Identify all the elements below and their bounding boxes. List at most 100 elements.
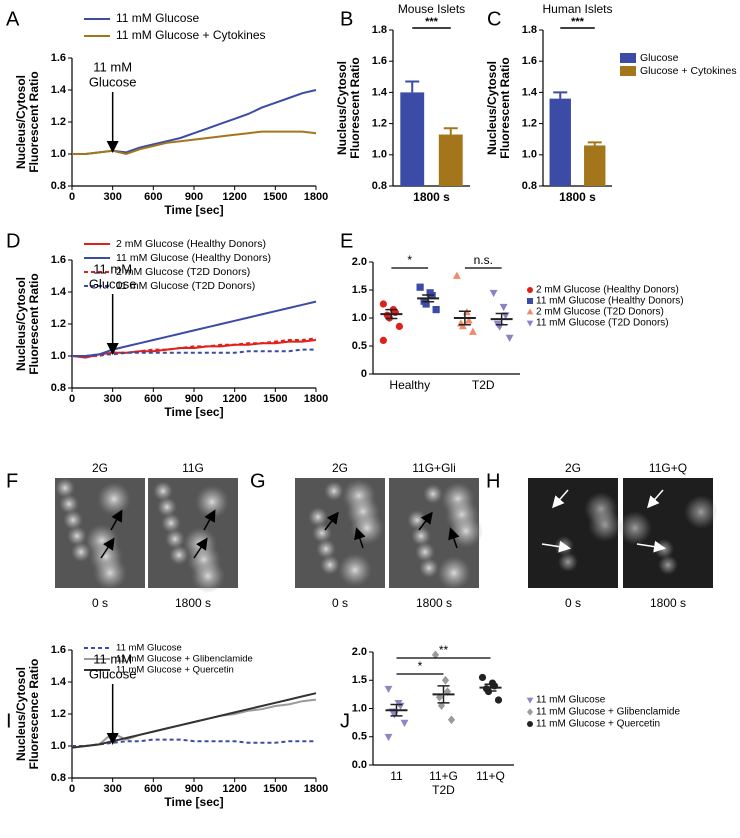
legend-label: 11 mM Glucose (536, 695, 606, 706)
x-tick-label: 1800 (304, 783, 328, 795)
x-tick-label: 600 (144, 191, 162, 203)
y-tick-label: 1.5 (352, 674, 367, 686)
cell-glow (157, 497, 177, 517)
cell-glow (169, 545, 189, 565)
x-axis-label: Time [sec] (164, 405, 223, 419)
data-point (441, 675, 450, 685)
data-point (384, 733, 393, 742)
cell-glow (588, 508, 622, 542)
x-tick-label: 1200 (222, 783, 246, 795)
significance-label: n.s. (474, 253, 493, 267)
x-tick-label: 11 (390, 769, 403, 783)
cell-glow (59, 494, 79, 514)
y-tick-label: 1.0 (51, 148, 66, 160)
group-label: T2D (432, 783, 455, 797)
y-tick-label: 1.8 (372, 24, 387, 36)
sem-bar (484, 683, 497, 692)
data-point (390, 711, 399, 719)
annotation: Glucose (89, 74, 137, 89)
y-tick-label: 1.0 (352, 702, 367, 714)
cell-glow (324, 481, 344, 501)
panel-letter: B (340, 8, 353, 30)
legend-marker (526, 308, 534, 315)
arrow (354, 527, 366, 549)
x-tick-label: 11+G (429, 769, 458, 783)
data-point (505, 334, 514, 342)
condition-label: 2G (92, 461, 108, 475)
x-tick-label: 1500 (263, 783, 287, 795)
series-line (72, 130, 317, 156)
x-tick-label: 900 (185, 393, 203, 405)
annotation: Glucose (89, 666, 137, 681)
y-axis-label: Fluorescent Ratio (27, 71, 41, 172)
arrow (324, 511, 339, 531)
legend-label: 11 mM Glucose + Glibenclamide (116, 654, 253, 665)
arrow (636, 540, 666, 553)
data-point (379, 300, 387, 308)
cell-glow (195, 485, 229, 519)
x-tick-label: 1500 (263, 393, 287, 405)
cell-glow (55, 478, 75, 498)
significance-label: ** (439, 643, 449, 657)
y-axis-label: Fluorescent Ratio (348, 57, 362, 158)
panel-letter: C (487, 8, 501, 30)
y-tick-label: 0.8 (51, 180, 66, 192)
x-tick-label: 900 (185, 783, 203, 795)
y-tick-label: 0.5 (352, 731, 367, 743)
arrow (541, 540, 571, 553)
data-point (400, 719, 409, 727)
y-tick-label: 1.0 (51, 350, 66, 362)
y-tick-label: 0.8 (51, 772, 66, 784)
y-tick-label: 0.8 (522, 180, 537, 192)
time-label: 0 s (565, 596, 581, 610)
x-tick-label: Healthy (389, 378, 430, 392)
legend-marker (527, 721, 533, 727)
x-tick-label: 600 (144, 783, 162, 795)
x-tick-label: 900 (185, 191, 203, 203)
data-point (384, 685, 393, 694)
y-tick-label: 0 (361, 368, 367, 380)
sem-bar (495, 312, 508, 326)
condition-label: 11G+Q (649, 461, 687, 475)
panel-letter: F (6, 470, 18, 492)
legend-label: 11 mM Glucose + Glibenclamide (536, 707, 680, 718)
y-axis-label: Nucleus/Cytosol (335, 61, 349, 155)
cell-glow (153, 481, 173, 501)
legend-marker (526, 320, 534, 327)
cell-glow (437, 556, 471, 590)
y-tick-label: 1.0 (352, 312, 367, 324)
y-tick-label: 1.0 (522, 149, 537, 161)
y-tick-label: 1.2 (51, 318, 66, 330)
cell-glow (320, 555, 340, 575)
arrow (110, 509, 123, 531)
cell-glow (71, 542, 91, 562)
x-axis-label: 1800 s (413, 190, 450, 204)
cell-glow (161, 513, 181, 533)
y-tick-label: 1.8 (522, 24, 537, 36)
x-tick-label: 1800 (304, 191, 328, 203)
y-tick-label: 2.0 (352, 256, 367, 268)
legend-label: 11 mM Glucose + Cytokines (116, 28, 266, 42)
y-axis-label: Nucleus/Cytosol (485, 61, 499, 155)
legend-swatch (620, 66, 636, 76)
legend-swatch (620, 53, 636, 63)
x-axis-label: 1800 s (559, 190, 596, 204)
panel-letter: I (6, 710, 12, 732)
chart-title: Human Islets (542, 2, 612, 16)
data-point (447, 715, 456, 725)
legend-label: 2 mM Glucose (Healthy Donors) (116, 238, 266, 250)
arrow (203, 509, 216, 531)
data-point (452, 271, 461, 279)
y-axis-label: Nucleus/Cytosol (14, 277, 28, 371)
x-tick-label: 1500 (263, 191, 287, 203)
legend-marker (527, 708, 533, 716)
annotation: Glucose (89, 276, 137, 291)
error-bar (553, 91, 568, 99)
x-tick-label: 0 (69, 393, 75, 405)
x-tick-label: T2D (472, 378, 495, 392)
y-tick-label: 1.4 (522, 86, 538, 98)
legend-label: 11 mM Glucose (T2D Donors) (536, 318, 669, 329)
y-tick-label: 1.6 (51, 254, 66, 266)
series-line (72, 348, 316, 357)
